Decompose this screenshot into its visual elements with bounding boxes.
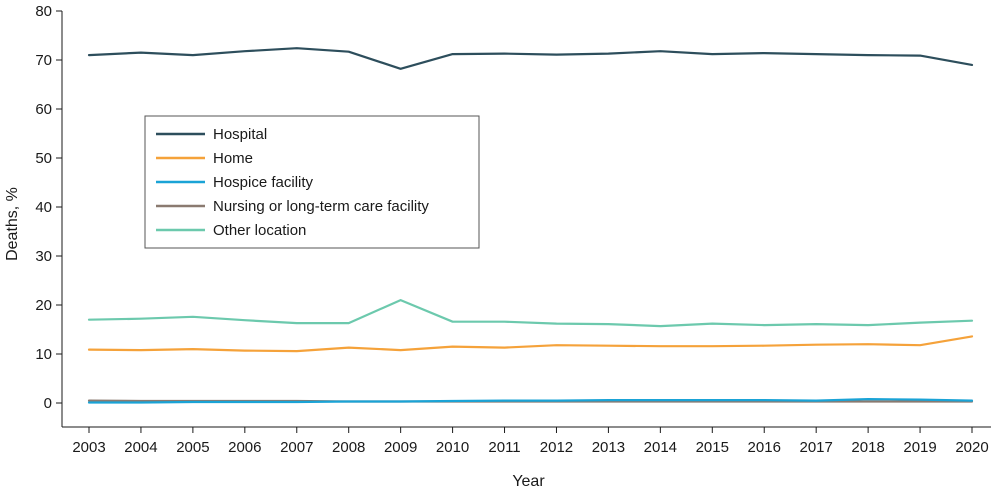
x-tick-label: 2003 xyxy=(72,439,105,456)
x-tick-label: 2013 xyxy=(592,439,625,456)
x-tick-label: 2016 xyxy=(748,439,781,456)
x-tick-label: 2005 xyxy=(176,439,209,456)
y-tick-label: 50 xyxy=(35,150,52,167)
legend-label: Hospice facility xyxy=(213,174,314,191)
series-lines xyxy=(87,47,974,404)
y-tick-label: 80 xyxy=(35,3,52,20)
series-line-home xyxy=(87,335,974,353)
x-tick-label: 2020 xyxy=(955,439,988,456)
x-tick-label: 2015 xyxy=(696,439,729,456)
x-tick-label: 2008 xyxy=(332,439,365,456)
x-tick-label: 2014 xyxy=(644,439,677,456)
series-line-hospital xyxy=(87,47,974,70)
legend-label: Home xyxy=(213,150,253,167)
x-tick-label: 2011 xyxy=(488,439,520,456)
series-line-hospice-facility xyxy=(87,398,974,404)
x-axis-ticks: 2003 2004 2005 2006 2007 2008 2009 2010 2011 2012… xyxy=(72,427,989,456)
x-tick-label: 2006 xyxy=(228,439,261,456)
y-tick-label: 20 xyxy=(35,297,52,314)
legend-label: Other location xyxy=(213,222,306,239)
x-tick-label: 2018 xyxy=(851,439,884,456)
x-tick-label: 2009 xyxy=(384,439,417,456)
y-tick-label: 60 xyxy=(35,101,52,118)
x-tick-label: 2019 xyxy=(903,439,936,456)
legend-label: Hospital xyxy=(213,126,267,143)
x-tick-label: 2004 xyxy=(124,439,157,456)
y-tick-label: 40 xyxy=(35,199,52,216)
x-tick-label: 2010 xyxy=(436,439,469,456)
y-tick-label: 0 xyxy=(44,395,52,412)
y-axis-ticks: 0 10 20 30 40 50 60 70 80 xyxy=(35,3,62,412)
series-line-other-location xyxy=(87,299,974,328)
y-tick-label: 10 xyxy=(35,346,52,363)
legend-label: Nursing or long-term care facility xyxy=(213,198,429,215)
x-tick-label: 2017 xyxy=(799,439,832,456)
x-axis-title: Year xyxy=(512,473,545,490)
x-tick-label: 2007 xyxy=(280,439,313,456)
legend: Hospital Home Hospice facility Nursing or l… xyxy=(144,115,480,249)
y-tick-label: 30 xyxy=(35,248,52,265)
x-tick-label: 2012 xyxy=(540,439,573,456)
y-tick-label: 70 xyxy=(35,52,52,69)
y-axis-title: Deaths, % xyxy=(4,187,21,261)
